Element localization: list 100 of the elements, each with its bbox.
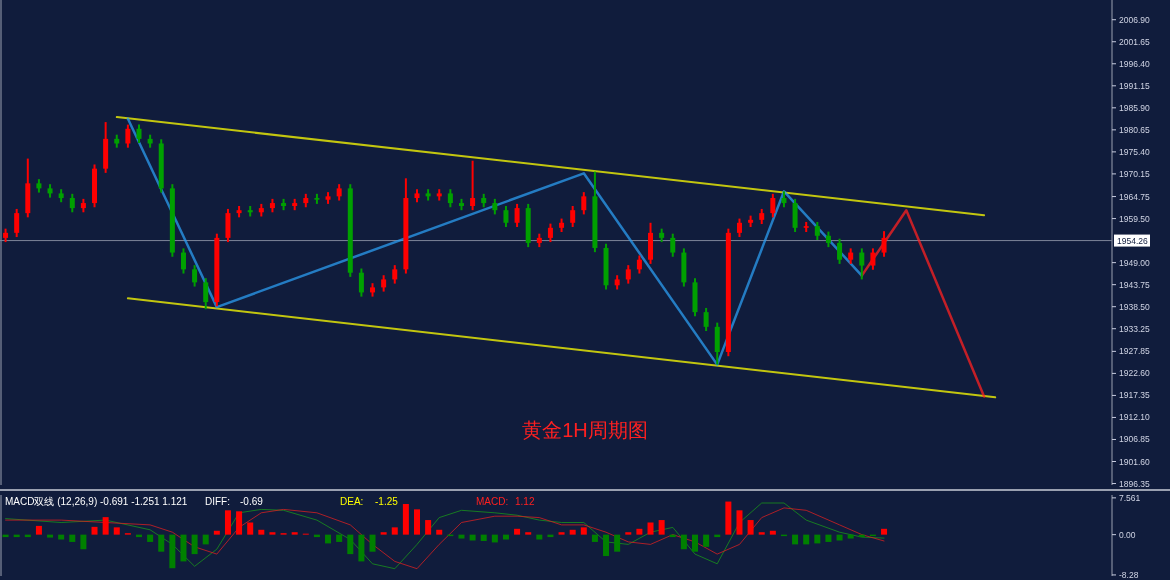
annotation: 1.12 [515, 496, 535, 507]
y-tick-label: 1964.75 [1119, 191, 1150, 202]
annotation: -1.25 [375, 496, 399, 507]
candlestick [881, 230, 887, 258]
bar [881, 528, 888, 535]
y-tick-label: 1985.90 [1119, 102, 1150, 113]
bar [202, 534, 209, 545]
bar [692, 534, 698, 552]
bar [113, 527, 120, 535]
candlestick [125, 123, 131, 149]
candlestick [180, 247, 186, 275]
candlestick [392, 264, 398, 285]
candlestick [736, 217, 742, 239]
candlestick [837, 237, 843, 265]
bar [647, 522, 654, 535]
y-tick-label: 1959.50 [1119, 213, 1150, 224]
bar [258, 529, 265, 535]
annotation: MACD: [476, 496, 509, 507]
bar [458, 534, 465, 539]
bar [402, 504, 409, 535]
annotation: DEA: [340, 496, 364, 507]
bar [369, 534, 376, 552]
bar [35, 525, 42, 535]
bar [792, 534, 799, 545]
bar [380, 532, 387, 535]
candlestick [14, 207, 20, 239]
candlestick [192, 264, 198, 288]
bar [502, 534, 509, 540]
annotation: DIFF: [205, 496, 230, 507]
bar [358, 534, 365, 562]
bar [525, 532, 532, 535]
bar [247, 522, 254, 535]
y-tick-label: 7.561 [1119, 492, 1141, 503]
y-tick-label: 1975.40 [1119, 146, 1150, 157]
bar [425, 520, 432, 535]
bar [80, 534, 87, 550]
bar [269, 532, 276, 535]
bar [580, 527, 587, 535]
bar [847, 534, 854, 539]
line-series [126, 117, 864, 366]
bar [825, 534, 832, 542]
bar [347, 534, 354, 555]
bar [480, 534, 487, 541]
bar [69, 534, 76, 542]
candlestick [547, 222, 553, 244]
y-tick-label: 1980.65 [1119, 124, 1150, 135]
bar [224, 510, 231, 535]
bar [91, 526, 98, 535]
y-tick-label: 1906.85 [1119, 434, 1150, 445]
bar [147, 534, 154, 542]
bar [736, 510, 743, 535]
y-tick-label: 2001.65 [1119, 36, 1150, 47]
bar [191, 534, 198, 555]
candlestick [859, 247, 865, 281]
bar [769, 530, 776, 535]
bar [658, 520, 665, 535]
bar [703, 534, 710, 547]
y-tick-label: 1896.35 [1119, 478, 1150, 489]
y-tick-label: 1933.25 [1119, 323, 1150, 334]
y-tick-label: 1970.15 [1119, 168, 1150, 179]
candlestick [570, 205, 576, 228]
bar [436, 529, 443, 535]
candlestick [69, 192, 75, 214]
y-tick-label: -8.28 [1119, 569, 1139, 580]
bar [747, 520, 754, 535]
candlestick [770, 192, 776, 219]
candlestick [636, 254, 642, 275]
y-tick-label: 1927.85 [1119, 346, 1150, 357]
annotation: -0.69 [240, 496, 264, 507]
candlestick [703, 306, 709, 333]
bar [803, 534, 810, 545]
bar [758, 532, 765, 535]
candlestick [358, 267, 364, 298]
bar [603, 534, 610, 557]
bar [814, 534, 821, 544]
candlestick [814, 220, 820, 241]
bar [625, 532, 632, 535]
chart-title: MACD双线 (12,26,9) -0.691 -1.251 1.121 [5, 496, 188, 507]
y-tick-label: 1912.10 [1119, 412, 1150, 423]
candlestick [870, 247, 876, 271]
annotation: 黄金1H周期图 [522, 419, 648, 441]
bar [569, 529, 576, 535]
candlestick [136, 123, 142, 145]
bar [180, 534, 187, 562]
candlestick [581, 191, 587, 216]
y-tick-label: 2006.90 [1119, 14, 1150, 25]
bar [514, 528, 521, 535]
bar [536, 534, 543, 540]
bar [47, 534, 54, 538]
ref-line-label: 1954.26 [1117, 236, 1148, 247]
bar [236, 511, 243, 535]
bar [636, 528, 643, 535]
candlestick [203, 277, 209, 311]
bar [291, 532, 298, 535]
y-tick-label: 0.00 [1119, 529, 1136, 540]
candlestick [670, 232, 676, 258]
bar [325, 534, 332, 544]
bar [336, 534, 343, 542]
bar [58, 534, 65, 540]
y-tick-label: 1996.40 [1119, 58, 1150, 69]
